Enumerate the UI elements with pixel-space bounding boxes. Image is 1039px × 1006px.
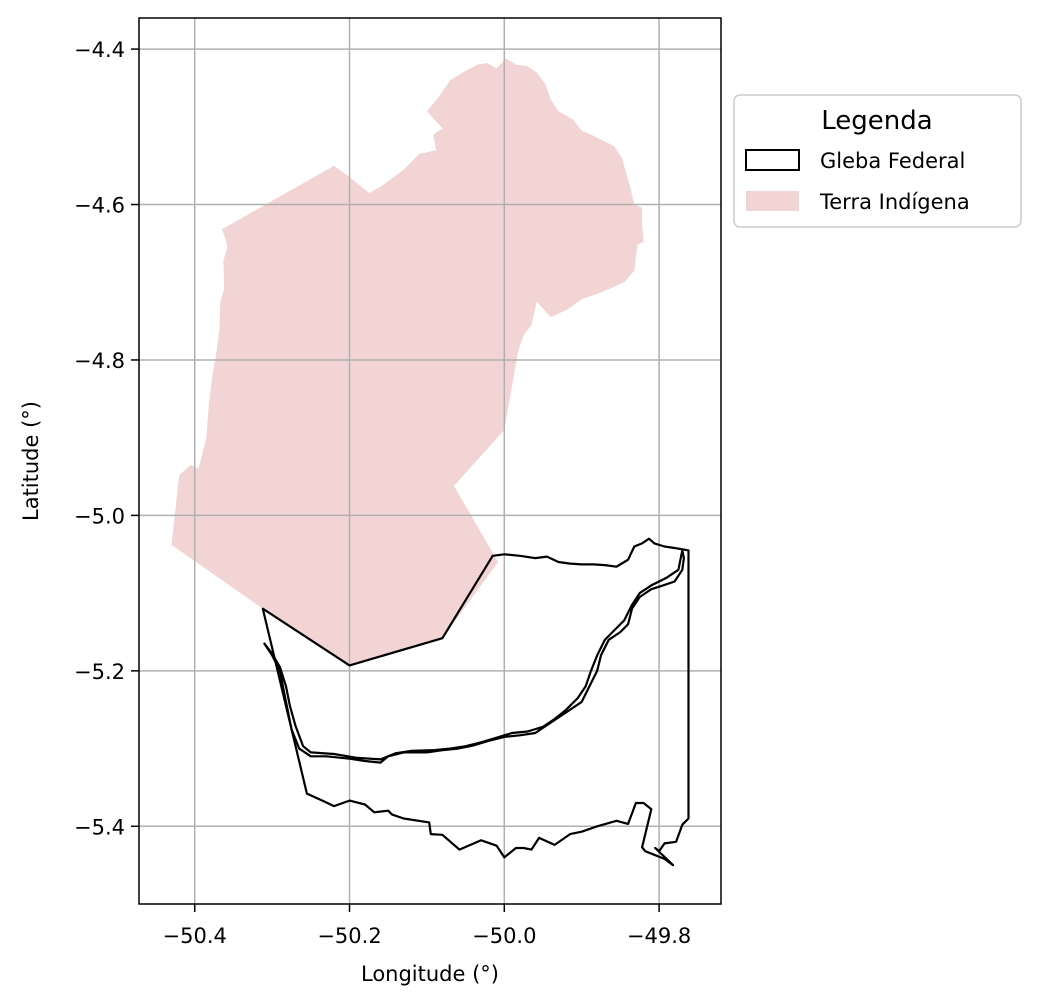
y-tick-label: −5.0 bbox=[74, 504, 125, 528]
y-axis-ticks: −4.4 −4.6 −4.8 −5.0 −5.2 −5.4 bbox=[74, 38, 139, 839]
legend-label-terra: Terra Indígena bbox=[819, 190, 970, 214]
plot-frame bbox=[138, 17, 722, 905]
legend-swatch-terra bbox=[746, 191, 799, 211]
gleba-federal-polygon-0 bbox=[261, 537, 690, 867]
legend-box bbox=[733, 94, 1022, 228]
legend-title: Legenda bbox=[821, 106, 932, 136]
x-tick-label: −49.8 bbox=[627, 924, 691, 948]
y-tick-label: −4.6 bbox=[74, 194, 125, 218]
legend: Legenda Gleba Federal Terra Indígena bbox=[733, 94, 1022, 228]
terra-indigena-layer bbox=[171, 58, 644, 666]
y-tick-label: −4.8 bbox=[74, 349, 125, 373]
x-tick-label: −50.0 bbox=[472, 924, 536, 948]
legend-label-gleba: Gleba Federal bbox=[820, 149, 965, 173]
gleba-federal-layer bbox=[261, 537, 690, 867]
y-tick-label: −4.4 bbox=[74, 38, 125, 62]
x-tick-label: −50.2 bbox=[317, 924, 381, 948]
x-axis-label: Longitude (°) bbox=[361, 962, 499, 986]
y-axis-label: Latitude (°) bbox=[19, 401, 43, 521]
y-tick-label: −5.2 bbox=[74, 660, 125, 684]
terra-indigena-polygon-0 bbox=[171, 58, 644, 666]
gleba-federal-polygon-1 bbox=[263, 549, 685, 764]
x-tick-label: −50.4 bbox=[163, 924, 227, 948]
x-axis-ticks: −50.4 −50.2 −50.0 −49.8 bbox=[163, 904, 691, 948]
y-tick-label: −5.4 bbox=[74, 815, 125, 839]
plot-area bbox=[139, 18, 721, 904]
legend-swatch-gleba bbox=[745, 149, 800, 171]
